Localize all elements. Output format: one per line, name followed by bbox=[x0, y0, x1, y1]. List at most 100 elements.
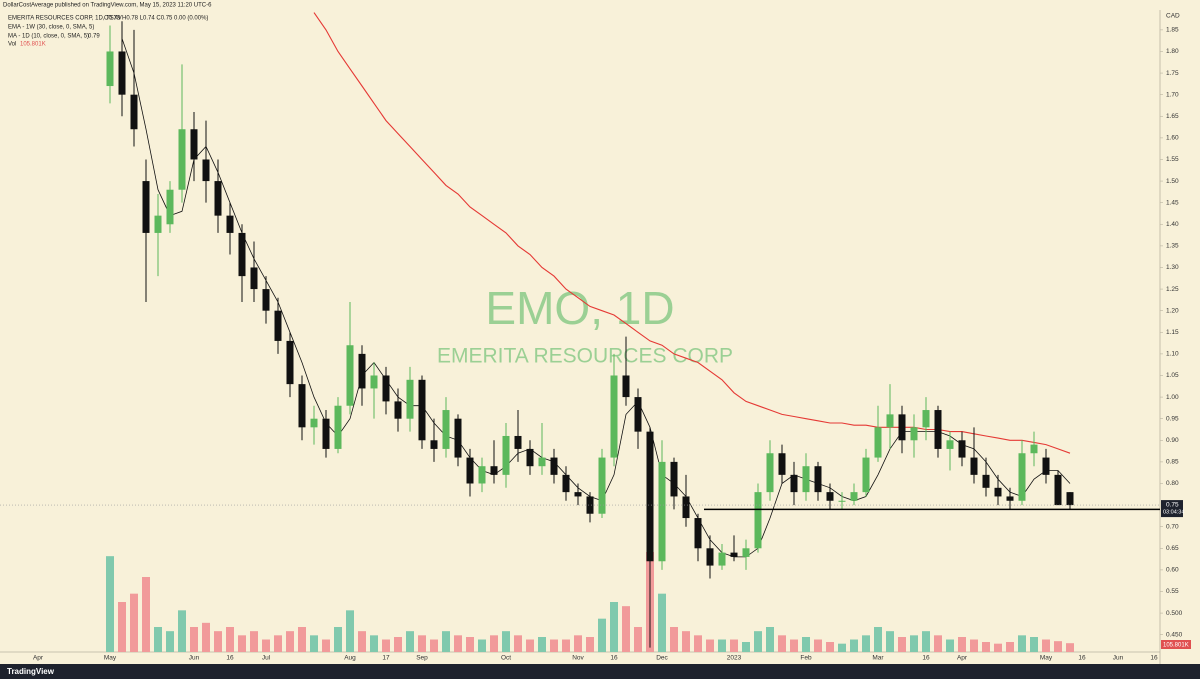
candle-body bbox=[166, 189, 174, 225]
volume-bar bbox=[742, 642, 750, 652]
y-tick-label: 1.85 bbox=[1166, 27, 1179, 34]
volume-bar bbox=[550, 639, 558, 652]
candle-body bbox=[562, 474, 570, 493]
candle-body bbox=[754, 492, 762, 549]
y-tick-label: 1.20 bbox=[1166, 307, 1179, 314]
candle-body bbox=[1042, 457, 1050, 475]
candle-body bbox=[790, 474, 798, 493]
candle-body bbox=[814, 466, 822, 493]
volume-bar bbox=[478, 639, 486, 652]
volume-bar bbox=[622, 606, 630, 652]
watermark-subtitle: EMERITA RESOURCES CORP bbox=[437, 345, 733, 368]
candle-body bbox=[622, 375, 630, 398]
volume-bar bbox=[730, 639, 738, 652]
volume-bar bbox=[802, 637, 810, 652]
candle-body bbox=[778, 453, 786, 475]
candle-body bbox=[718, 552, 726, 566]
y-tick-label: 1.45 bbox=[1166, 199, 1179, 206]
volume-bar bbox=[862, 635, 870, 652]
volume-bar bbox=[526, 639, 534, 652]
watermark-title: EMO, 1D bbox=[485, 282, 674, 334]
volume-bar bbox=[598, 618, 606, 652]
volume-bar bbox=[886, 631, 894, 652]
x-tick-label: Jul bbox=[262, 655, 271, 662]
legend-ohlc: O0.78 H0.78 L0.74 C0.75 0.00 (0.00%) bbox=[104, 16, 208, 22]
volume-bar bbox=[154, 627, 162, 652]
footer-bar bbox=[0, 664, 1200, 679]
x-tick-label: Mar bbox=[872, 655, 884, 662]
candle-body bbox=[406, 379, 414, 419]
volume-bar bbox=[310, 635, 318, 652]
volume-bar bbox=[466, 637, 474, 652]
volume-bar bbox=[454, 635, 462, 652]
x-tick-label: Apr bbox=[957, 655, 968, 662]
ema-line bbox=[313, 12, 1071, 454]
volume-bar bbox=[322, 639, 330, 652]
candle-body bbox=[190, 129, 198, 160]
volume-bar bbox=[238, 635, 246, 652]
volume-bar bbox=[658, 593, 666, 652]
candle-body bbox=[730, 552, 738, 557]
volume-bar bbox=[1018, 635, 1026, 652]
volume-bar bbox=[442, 631, 450, 652]
x-tick-label: Oct bbox=[501, 655, 511, 662]
volume-bar bbox=[106, 556, 114, 652]
y-tick-label: 1.70 bbox=[1166, 91, 1179, 98]
volume-bar bbox=[946, 639, 954, 652]
volume-tag bbox=[1161, 640, 1191, 649]
volume-bar bbox=[166, 631, 174, 652]
volume-bar bbox=[694, 635, 702, 652]
candle-body bbox=[1030, 444, 1038, 454]
volume-bar bbox=[778, 635, 786, 652]
candle-body bbox=[262, 289, 270, 311]
volume-bar bbox=[298, 627, 306, 652]
candle-body bbox=[670, 461, 678, 497]
candle-body bbox=[286, 340, 294, 385]
x-tick-label: Jun bbox=[189, 655, 200, 662]
legend-vol-value: 105.801K bbox=[20, 42, 46, 48]
candle-body bbox=[766, 453, 774, 493]
volume-bar bbox=[418, 635, 426, 652]
candle-body bbox=[1018, 453, 1026, 501]
candle-body bbox=[898, 414, 906, 441]
volume-bar bbox=[718, 639, 726, 652]
y-tick-label: 1.60 bbox=[1166, 135, 1179, 142]
legend-ema: EMA - 1W (30, close, 0, SMA, 5) bbox=[8, 25, 94, 31]
price-tag-value: 0.75 bbox=[1166, 501, 1179, 508]
candle-body bbox=[382, 375, 390, 402]
volume-bar bbox=[766, 627, 774, 652]
x-tick-label: 16 bbox=[610, 655, 618, 662]
volume-bar bbox=[226, 627, 234, 652]
y-tick-label: 1.15 bbox=[1166, 329, 1179, 336]
volume-bar bbox=[562, 639, 570, 652]
volume-bar bbox=[490, 635, 498, 652]
candle-body bbox=[922, 410, 930, 428]
volume-bar bbox=[130, 593, 138, 652]
volume-bar bbox=[874, 627, 882, 652]
x-tick-label: 16 bbox=[226, 655, 234, 662]
candle-body bbox=[742, 548, 750, 557]
x-tick-label: Apr bbox=[33, 655, 44, 662]
y-tick-label: 0.55 bbox=[1166, 588, 1179, 595]
volume-bar bbox=[910, 635, 918, 652]
volume-bar bbox=[1042, 639, 1050, 652]
candle-body bbox=[490, 466, 498, 475]
candle-body bbox=[910, 427, 918, 441]
candle-body bbox=[994, 487, 1002, 497]
volume-bar bbox=[406, 631, 414, 652]
legend-ma-value: 0.79 bbox=[88, 34, 100, 40]
candle-body bbox=[538, 457, 546, 467]
volume-bar bbox=[922, 631, 930, 652]
candle-body bbox=[250, 267, 258, 290]
volume-bar bbox=[346, 610, 354, 652]
price-tag bbox=[1161, 500, 1183, 518]
x-tick-label: Jun bbox=[1113, 655, 1124, 662]
publish-header: DollarCostAverage published on TradingVi… bbox=[3, 3, 212, 9]
volume-bar bbox=[1006, 642, 1014, 652]
volume-bar bbox=[118, 602, 126, 652]
volume-bar bbox=[502, 631, 510, 652]
candle-body bbox=[106, 51, 114, 87]
volume-bar bbox=[814, 639, 822, 652]
volume-bar bbox=[286, 631, 294, 652]
